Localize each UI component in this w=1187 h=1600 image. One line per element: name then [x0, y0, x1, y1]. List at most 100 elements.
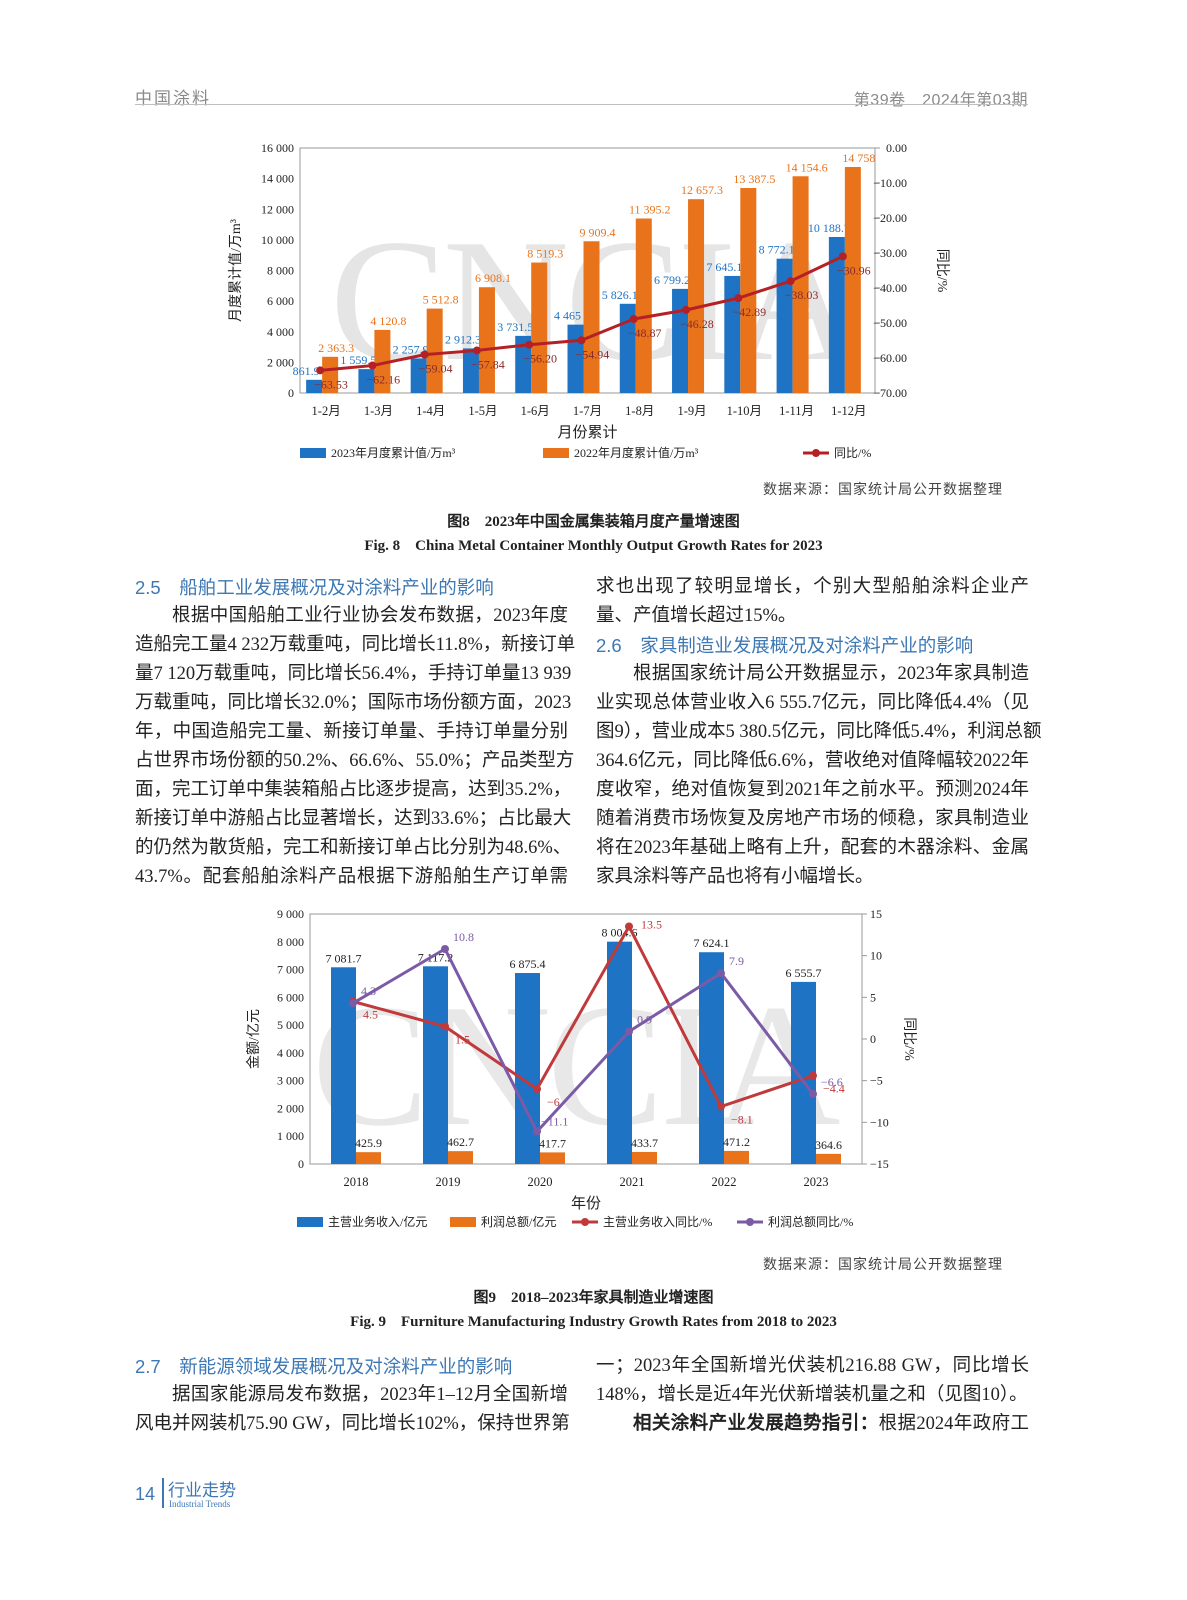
x-tick-label: 2023 — [804, 1175, 829, 1189]
y2-axis-title: 同比/% — [934, 249, 950, 293]
y2-tick-label: −50.00 — [873, 316, 907, 330]
paragraph-line: 图9），营业成本5 380.5亿元，同比降低5.4%，利润总额 — [596, 722, 1042, 742]
y-tick-label: 2 000 — [277, 1101, 304, 1115]
right-column: 求也出现了较明显增长，个别大型船舶涂料企业产 量、产值增长超过15%。 2.6 家… — [596, 573, 1042, 892]
x-tick-label: 1-4月 — [416, 404, 445, 418]
paragraph-line: 万载重吨，同比增长32.0%；国际市场份额方面，2023 — [135, 693, 572, 713]
bar-value-label: 8 004.6 — [602, 926, 638, 940]
figure9-caption-cn: 图9 2018–2023年家具制造业增速图 — [473, 1290, 714, 1306]
x-tick-label: 1-9月 — [677, 404, 706, 418]
lead-rest: 根据2024年政府工 — [878, 1414, 1029, 1434]
figure8-caption-cn: 图8 2023年中国金属集装箱月度产量增速图 — [447, 514, 740, 530]
watermark-fig9: CNCIA — [312, 968, 840, 1162]
y2-axis-title: 同比/% — [901, 1017, 917, 1061]
x-axis-title: 月份累计 — [557, 424, 617, 441]
line-marker — [441, 945, 449, 953]
issue-info: 第39卷 2024年第03期 — [853, 92, 1028, 109]
bar-value-label: 7 624.1 — [694, 936, 730, 950]
legend-label: 主营业务收入/亿元 — [328, 1214, 427, 1229]
x-tick-label: 2022 — [712, 1175, 737, 1189]
y-tick-label: 0 — [298, 1157, 304, 1171]
section-heading-2-6: 2.6 家具制造业发展概况及对涂料产业的影响 — [596, 635, 974, 656]
page-number: 14 — [135, 1484, 156, 1504]
paragraph-line: 量、产值增长超过15%。 — [596, 606, 797, 626]
y-tick-label: 1 000 — [277, 1129, 304, 1143]
paragraph-line: 量7 120万载重吨，同比增长56.4%，手持订单量13 939 — [135, 664, 572, 684]
bar-value-label: 14 154.6 — [786, 160, 828, 174]
legend-swatch — [450, 1217, 476, 1227]
footer-bar — [162, 1478, 164, 1508]
bottom-right-column: 一；2023年全国新增光伏装机216.88 GW，同比增长 148%，增长是近4… — [596, 1352, 1029, 1439]
legend-marker — [581, 1218, 589, 1226]
section-heading-2-7: 2.7 新能源领域发展概况及对涂料产业的影响 — [135, 1356, 513, 1377]
paragraph-line: 的仍然为散货船，完工和新接订单占比分别为48.6%、 — [135, 838, 572, 858]
bar — [306, 379, 323, 393]
y-tick-label: 10 000 — [261, 233, 294, 247]
y2-tick-label: 5 — [870, 990, 876, 1004]
y2-tick-label: 10 — [870, 949, 882, 963]
figure9-source: 数据来源：国家统计局公开数据整理 — [763, 1258, 1003, 1273]
left-column: 2.5 船舶工业发展概况及对涂料产业的影响 根据中国船舶工业行业协会发布数据，2… — [135, 573, 575, 892]
footer-section-cn: 行业走势 — [168, 1481, 236, 1500]
x-tick-label: 1-7月 — [573, 404, 602, 418]
legend-marker — [812, 449, 820, 457]
section-heading-2-5: 2.5 船舶工业发展概况及对涂料产业的影响 — [135, 577, 494, 598]
y-tick-label: 9 000 — [277, 907, 304, 921]
paragraph-line: 风电并网装机75.90 GW，同比增长102%，保持世界第 — [135, 1414, 570, 1434]
y2-tick-label: 0.00 — [886, 141, 907, 155]
bar-value-label: 12 657.3 — [681, 183, 723, 197]
y-axis-title: 月度累计值/万m³ — [228, 219, 244, 322]
x-tick-label: 2021 — [620, 1175, 645, 1189]
paragraph-line: 将在2023年基础上略有上升，配套的木器涂料、金属 — [596, 838, 1029, 858]
y-tick-label: 16 000 — [261, 141, 294, 155]
legend-label: 利润总额同比/% — [768, 1215, 853, 1229]
x-axis-title: 年份 — [571, 1195, 601, 1212]
paragraph-line: 随着消费市场恢复及房地产市场的倾稳，家具制造业 — [596, 809, 1029, 829]
x-tick-label: 1-11月 — [779, 404, 814, 418]
paragraph-line: 43.7%。配套船舶涂料产品根据下游船舶生产订单需 — [135, 867, 568, 887]
y-tick-label: 2 000 — [267, 355, 294, 369]
line-value-label: 10.8 — [453, 930, 474, 944]
y2-tick-label: 0 — [870, 1032, 876, 1046]
y-tick-label: 3 000 — [277, 1074, 304, 1088]
paragraph-line: 家具涂料等产品也将有小幅增长。 — [596, 867, 874, 887]
legend-swatch — [300, 448, 326, 458]
y2-tick-label: −40.00 — [873, 281, 907, 295]
x-tick-label: 1-12月 — [831, 404, 866, 418]
x-tick-label: 1-5月 — [468, 404, 497, 418]
paragraph-line: 364.6亿元，同比降低6.6%，营收绝对值降幅较2022年 — [596, 751, 1029, 771]
y-tick-label: 8 000 — [277, 935, 304, 949]
bar-value-label: 7 117.2 — [418, 950, 454, 964]
paragraph-line: 面，完工订单中集装箱船占比逐步提高，达到35.2%， — [135, 780, 572, 800]
bottom-left-column: 2.7 新能源领域发展概况及对涂料产业的影响 据国家能源局发布数据，2023年1… — [135, 1352, 570, 1439]
y-tick-label: 8 000 — [267, 264, 294, 278]
x-tick-label: 2020 — [528, 1175, 553, 1189]
y-tick-label: 4 000 — [277, 1046, 304, 1060]
watermark-fig8: CNCIA — [330, 203, 858, 397]
y-tick-label: 6 000 — [277, 990, 304, 1004]
legend-label: 2022年月度累计值/万m³ — [574, 445, 699, 460]
legend-swatch — [543, 448, 569, 458]
y-axis-title: 金额/亿元 — [246, 1009, 262, 1069]
figure8-source: 数据来源：国家统计局公开数据整理 — [763, 483, 1003, 498]
line-marker — [316, 366, 325, 375]
x-tick-label: 1-8月 — [625, 404, 654, 418]
line-marker — [625, 922, 633, 931]
y-tick-label: 5 000 — [277, 1018, 304, 1032]
y-tick-label: 4 000 — [267, 325, 294, 339]
paragraph-line: 一；2023年全国新增光伏装机216.88 GW，同比增长 — [596, 1356, 1029, 1376]
y2-tick-label: −10 — [870, 1115, 889, 1129]
header-divider — [135, 104, 1028, 105]
x-tick-label: 1-10月 — [727, 404, 762, 418]
legend-label: 同比/% — [834, 446, 871, 460]
y-tick-label: 14 000 — [261, 172, 294, 186]
paragraph-line: 据国家能源局发布数据，2023年1–12月全国新增 — [172, 1385, 568, 1405]
paragraph-line: 相关涂料产业发展趋势指引：根据2024年政府工 — [596, 1410, 1029, 1439]
x-tick-label: 1-6月 — [521, 404, 550, 418]
paragraph-line: 新接订单中游船占比显著增长，达到33.6%；占比最大 — [135, 809, 572, 829]
bar-value-label: 13 387.5 — [733, 172, 775, 186]
y2-tick-label: −30.00 — [873, 246, 907, 260]
x-tick-label: 1-3月 — [364, 404, 393, 418]
figure8-caption-en: Fig. 8 China Metal Container Monthly Out… — [364, 538, 823, 554]
bold-lead: 相关涂料产业发展趋势指引： — [633, 1414, 879, 1434]
